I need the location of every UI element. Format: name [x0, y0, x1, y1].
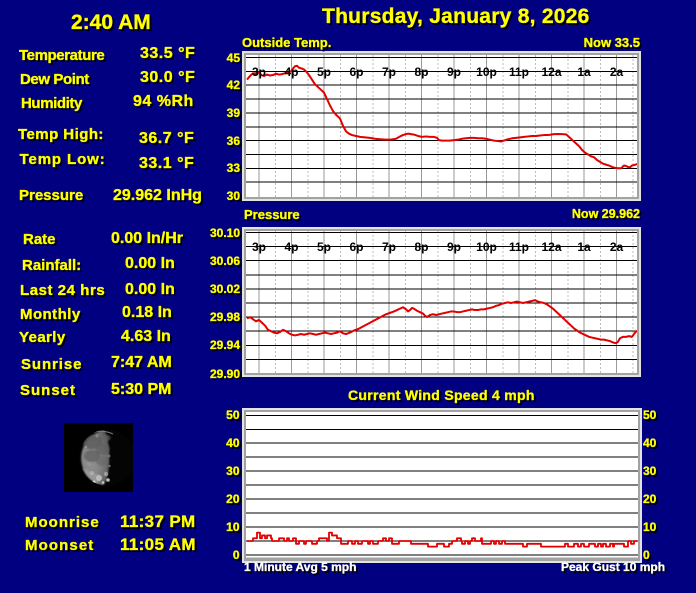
svg-text:12a: 12a [541, 240, 561, 254]
svg-text:7p: 7p [382, 240, 396, 254]
svg-text:4p: 4p [284, 65, 298, 79]
svg-text:1a: 1a [577, 240, 591, 254]
svg-text:5p: 5p [317, 240, 331, 254]
svg-text:2a: 2a [610, 240, 624, 254]
svg-text:8p: 8p [414, 65, 428, 79]
svg-text:12a: 12a [541, 65, 561, 79]
svg-text:4p: 4p [284, 240, 298, 254]
svg-text:10p: 10p [476, 65, 497, 79]
svg-text:8p: 8p [414, 240, 428, 254]
svg-text:7p: 7p [382, 65, 396, 79]
svg-text:9p: 9p [447, 240, 461, 254]
svg-text:6p: 6p [349, 240, 363, 254]
svg-text:11p: 11p [509, 65, 529, 79]
svg-text:10p: 10p [476, 240, 497, 254]
svg-text:11p: 11p [509, 240, 529, 254]
svg-text:6p: 6p [349, 65, 363, 79]
svg-text:3p: 3p [252, 240, 266, 254]
svg-text:3p: 3p [252, 65, 266, 79]
svg-text:9p: 9p [447, 65, 461, 79]
svg-text:1a: 1a [577, 65, 591, 79]
svg-text:2a: 2a [610, 65, 624, 79]
svg-text:5p: 5p [317, 65, 331, 79]
